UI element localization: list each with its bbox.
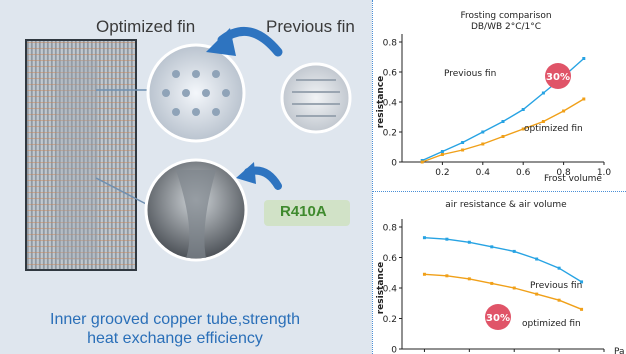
y-tick-label: 0.4 (383, 99, 398, 109)
data-point (490, 245, 494, 249)
data-point (440, 150, 444, 153)
chart-title: Frosting comparison (460, 11, 551, 21)
data-point (557, 298, 561, 302)
x-tick-label: 0.8 (556, 168, 571, 178)
optimized-fin-label: Optimized fin (96, 17, 196, 36)
data-point (422, 236, 426, 240)
data-point (541, 120, 545, 123)
data-point (422, 272, 426, 276)
y-tick-label: 0.6 (383, 254, 398, 264)
y-tick-label: 0.2 (383, 129, 397, 139)
data-point (541, 91, 545, 95)
data-point (557, 266, 561, 270)
series-label: Previous fin (530, 281, 582, 291)
vertical-divider (372, 0, 373, 354)
data-point (521, 108, 525, 111)
percent-badge (545, 63, 571, 89)
series-label: optimized fin (522, 319, 581, 329)
y-tick-label: 0.6 (383, 69, 398, 79)
data-point (420, 160, 424, 164)
x-axis-label: Frost volume (544, 174, 602, 184)
percent-badge-label: 30% (546, 72, 570, 83)
y-tick-label: 0 (391, 346, 397, 354)
data-point (440, 153, 444, 156)
horizontal-divider (372, 191, 626, 192)
x-tick-label: 0.4 (476, 168, 491, 178)
data-point (481, 130, 485, 134)
data-point (535, 257, 539, 261)
y-tick-label: 0.8 (383, 224, 398, 234)
percent-badge (485, 304, 511, 330)
chart-title: air resistance & air volume (445, 200, 567, 210)
data-point (461, 148, 465, 152)
coil-image (25, 39, 137, 271)
previous-fin-label: Previous fin (266, 17, 355, 36)
data-point (490, 281, 494, 285)
caption-line-2: heat exchange efficiency (87, 330, 263, 347)
data-point (582, 97, 586, 101)
series-line-previous (424, 237, 582, 283)
x-axis-label: Pa (614, 347, 625, 354)
data-point (445, 237, 449, 241)
data-point (467, 277, 471, 281)
data-point (582, 57, 586, 60)
fin-illustration (25, 27, 352, 271)
y-tick-label: 0 (391, 159, 397, 169)
y-tick-label: 0.4 (383, 285, 398, 295)
data-point (501, 135, 505, 138)
series-label: Previous fin (444, 69, 496, 79)
caption-line-1: Inner grooved copper tube,strength (50, 311, 300, 328)
air-resistance-chart: air resistance & air volume 0 0.2 0.4 0.6 0.8… (376, 200, 625, 354)
data-point (562, 109, 566, 113)
x-tick-label: 1.0 (597, 168, 612, 178)
optimized-fin-image (146, 43, 246, 143)
previous-fin-image (280, 62, 352, 134)
data-point (521, 127, 525, 131)
product-illustration-panel: Optimized fin Previous fin R410A Inner g… (0, 0, 372, 354)
data-point (481, 142, 485, 146)
data-point (512, 249, 516, 253)
feature-caption: Inner grooved copper tube,strength heat … (20, 310, 330, 348)
data-point (461, 141, 465, 144)
r410a-badge (264, 200, 350, 226)
y-tick-label: 0.8 (383, 39, 398, 49)
x-tick-label: 0.2 (435, 168, 449, 178)
data-point (467, 240, 471, 244)
data-point (445, 274, 449, 278)
percent-badge-label: 30% (486, 313, 510, 324)
data-point (580, 307, 584, 311)
chart-subtitle: DB/WB 2°C/1°C (471, 22, 541, 32)
y-axis-label: resistance (376, 76, 386, 129)
series-line-optimized (424, 273, 582, 310)
data-point (501, 120, 505, 123)
series-label: optimized fin (524, 124, 583, 134)
data-point (512, 286, 516, 290)
data-point (580, 280, 584, 284)
r410a-label: R410A (280, 203, 327, 220)
data-point (535, 292, 539, 296)
x-tick-label: 0.6 (516, 168, 531, 178)
y-tick-label: 0.2 (383, 315, 397, 325)
y-axis-label: resistance (376, 262, 386, 315)
